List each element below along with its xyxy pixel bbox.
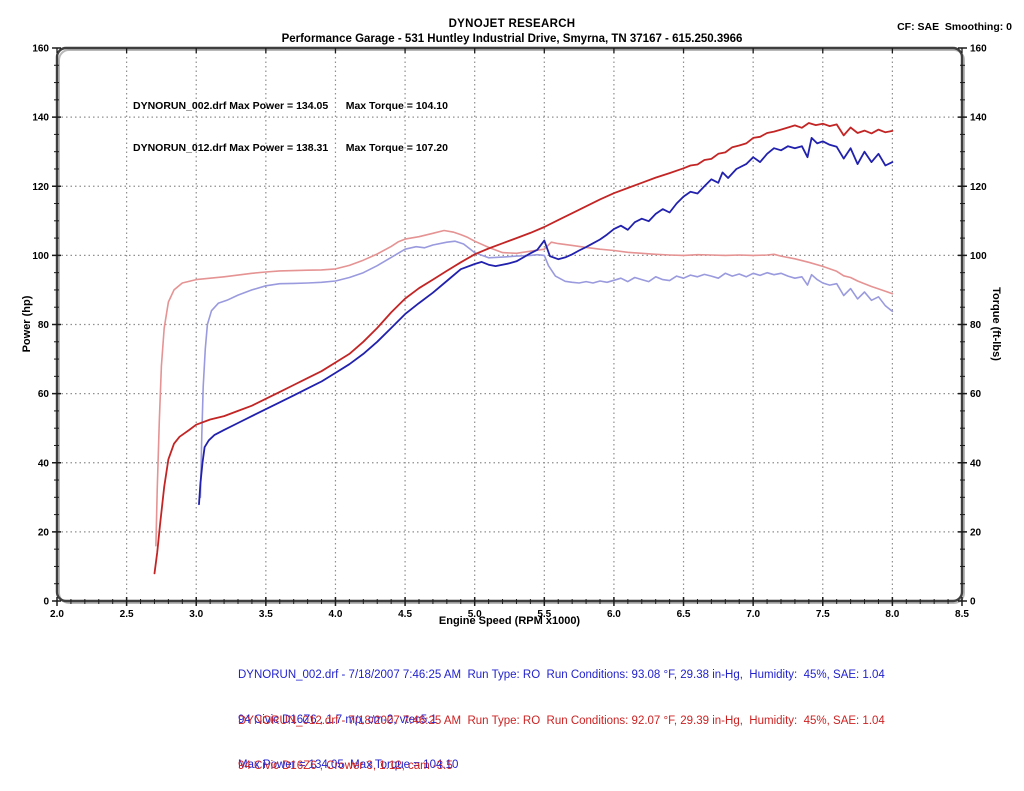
svg-text:20: 20 [38, 527, 50, 538]
svg-text:20: 20 [970, 527, 982, 538]
run-info-line: 94 Civic D16Z6 , Crower 3, 1.12, cam -3.… [238, 760, 453, 772]
svg-text:7.5: 7.5 [816, 609, 830, 620]
svg-text:120: 120 [970, 182, 987, 193]
legend-run-012: DYNORUN_012.drf Max Power = 138.31 Max T… [133, 142, 448, 154]
svg-text:6.0: 6.0 [607, 609, 621, 620]
legend-run-002: DYNORUN_002.drf Max Power = 134.05 Max T… [133, 100, 448, 112]
svg-text:140: 140 [32, 113, 49, 124]
svg-text:100: 100 [970, 251, 987, 262]
svg-text:60: 60 [970, 389, 982, 400]
svg-text:8.0: 8.0 [885, 609, 899, 620]
chart-legend: DYNORUN_002.drf Max Power = 134.05 Max T… [133, 71, 448, 183]
svg-text:160: 160 [970, 44, 987, 55]
report-subtitle: Performance Garage - 531 Huntley Industr… [281, 33, 743, 45]
svg-text:60: 60 [38, 389, 50, 400]
svg-text:160: 160 [32, 44, 49, 55]
svg-text:8.5: 8.5 [955, 609, 969, 620]
svg-text:80: 80 [38, 320, 50, 331]
x-axis-title: Engine Speed (RPM x1000) [438, 615, 581, 627]
run-info-012: DYNORUN_012.drf - 7/18/2007 7:46:25 AM R… [238, 684, 885, 791]
run-info-002: DYNORUN_002.drf - 7/18/2007 7:46:25 AM R… [238, 638, 885, 791]
svg-text:40: 40 [970, 458, 982, 469]
svg-text:4.5: 4.5 [398, 609, 412, 620]
svg-text:3.0: 3.0 [189, 609, 203, 620]
report-title: DYNOJET RESEARCH [448, 18, 576, 30]
svg-text:80: 80 [970, 320, 982, 331]
svg-text:2.5: 2.5 [120, 609, 134, 620]
svg-text:40: 40 [38, 458, 50, 469]
run-info-line: DYNORUN_012.drf - 7/18/2007 7:46:25 AM R… [238, 715, 885, 727]
svg-text:100: 100 [32, 251, 49, 262]
svg-text:3.5: 3.5 [259, 609, 273, 620]
svg-text:0: 0 [970, 597, 976, 608]
correction-smoothing-label: CF: SAE Smoothing: 0 [897, 21, 1012, 33]
svg-text:6.5: 6.5 [677, 609, 691, 620]
svg-text:140: 140 [970, 113, 987, 124]
svg-text:2.0: 2.0 [50, 609, 64, 620]
run-info-line: Max Power = 134.05 Max Torque = 104.10 [238, 759, 459, 771]
svg-text:120: 120 [32, 182, 49, 193]
svg-text:0: 0 [43, 597, 49, 608]
run-info-line: DYNORUN_002.drf - 7/18/2007 7:46:25 AM R… [238, 669, 885, 681]
svg-text:4.0: 4.0 [329, 609, 343, 620]
svg-text:5.0: 5.0 [468, 609, 482, 620]
y-axis-title-power: Power (hp) [21, 295, 33, 353]
svg-text:7.0: 7.0 [746, 609, 760, 620]
run-info-line: 94 Civic D16Z6 , 1.7 mp, cm-2, vtec5.1 [238, 714, 437, 726]
svg-text:5.5: 5.5 [537, 609, 551, 620]
y-axis-title-torque: Torque (ft-lbs) [990, 287, 1002, 361]
